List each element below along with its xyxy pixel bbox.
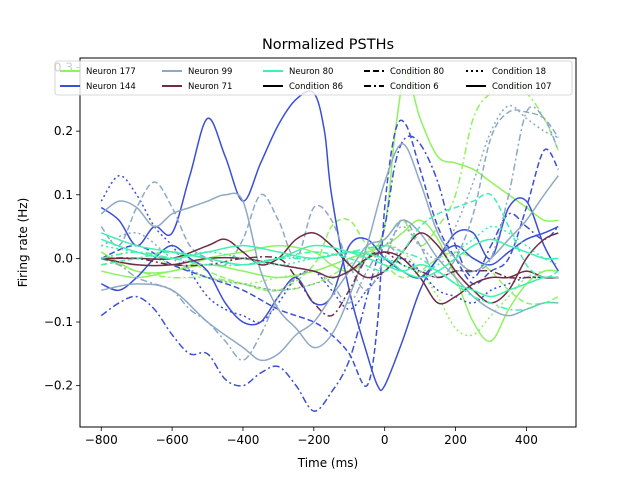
- x-tick-label: −400: [226, 433, 259, 447]
- x-axis-title: Time (ms): [297, 456, 359, 470]
- legend-label: Neuron 99: [188, 67, 232, 77]
- series-line-neuron-144-condition-18: [100, 174, 559, 324]
- x-tick-label: 0: [381, 433, 389, 447]
- legend: Neuron 177 Neuron 144 Neuron 99 Neuron 71 Ne…: [54, 60, 573, 96]
- legend-label: Neuron 71: [188, 82, 232, 92]
- legend-label: Condition 86: [289, 82, 343, 92]
- y-tick-label: 0.1: [54, 188, 73, 202]
- chart-title: Normalized PSTHs: [262, 37, 394, 53]
- series-line-neuron-80-condition-6: [101, 244, 559, 311]
- plot-frame: [79, 57, 577, 428]
- x-tick-label: −200: [297, 433, 330, 447]
- y-tick-label: −0.2: [44, 379, 73, 393]
- series-line-neuron-144-condition-86: [100, 90, 559, 392]
- series-line-neuron-99-condition-107: [101, 219, 559, 362]
- legend-label: Neuron 144: [86, 82, 136, 92]
- series-line-neuron-71-condition-86: [101, 232, 559, 304]
- y-axis-title: Firing rate (Hz): [16, 198, 30, 288]
- series-line-neuron-80-condition-107: [101, 232, 559, 298]
- legend-label: Neuron 177: [86, 67, 136, 77]
- legend-box: [54, 60, 573, 96]
- y-tick-label: 0.0: [54, 251, 73, 265]
- x-tick-label: 200: [444, 433, 467, 447]
- series-line-neuron-144-condition-6: [100, 135, 559, 412]
- legend-label: Neuron 80: [289, 67, 333, 77]
- x-tick-label: −600: [156, 433, 189, 447]
- series-line-neuron-99-condition-86: [100, 143, 559, 349]
- legend-label: Condition 80: [390, 67, 444, 77]
- x-tick-label: 400: [515, 433, 538, 447]
- series-line-neuron-99-condition-6: [101, 106, 559, 361]
- y-tick-label: 0.2: [54, 124, 73, 138]
- series-lines: [100, 73, 559, 412]
- series-line-neuron-99-condition-80: [100, 109, 559, 291]
- series-line-neuron-99-condition-18: [100, 104, 559, 291]
- series-line-neuron-177-condition-107: [101, 219, 559, 343]
- y-tick-label: −0.1: [44, 315, 73, 329]
- series-line-neuron-177-condition-18: [101, 244, 559, 337]
- x-tick-label: −800: [85, 433, 118, 447]
- legend-label: Condition 6: [390, 82, 439, 92]
- series-line-neuron-177-condition-86: [100, 73, 559, 274]
- series-line-neuron-144-condition-80: [100, 119, 559, 387]
- legend-label: Condition 18: [492, 67, 546, 77]
- series-line-neuron-71-condition-107: [101, 251, 559, 305]
- legend-label: Condition 107: [492, 82, 552, 92]
